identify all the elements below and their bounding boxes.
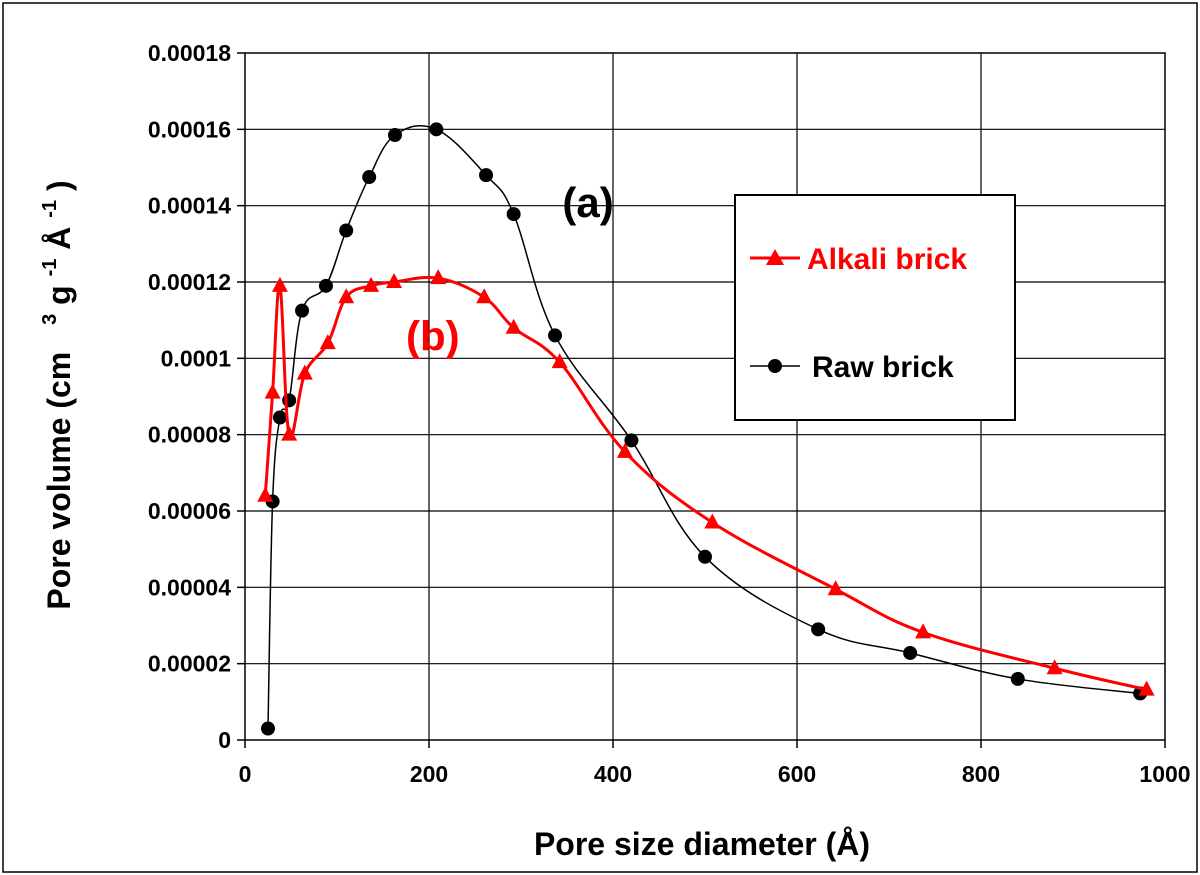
raw-point — [362, 170, 376, 184]
raw-point — [429, 122, 443, 136]
y-axis-title-part1: Pore volume (cm — [41, 352, 77, 610]
y-axis-title-sup3: -1 — [39, 200, 61, 218]
y-tick-label: 0.0001 — [161, 345, 232, 371]
raw-point — [261, 722, 275, 736]
raw-point — [698, 550, 712, 564]
legend-raw-marker — [768, 359, 782, 373]
raw-point — [624, 433, 638, 447]
raw-point — [903, 646, 917, 660]
y-axis-title-sup1: 3 — [39, 314, 61, 325]
raw-point — [339, 223, 353, 237]
raw-point — [507, 207, 521, 221]
x-tick-label: 600 — [778, 761, 816, 787]
legend-box — [735, 195, 1015, 420]
raw-point — [319, 279, 333, 293]
annotation-1: (b) — [406, 313, 460, 360]
x-tick-label: 0 — [239, 761, 252, 787]
y-tick-label: 0 — [218, 727, 231, 753]
y-axis-title-part4: ) — [41, 180, 77, 191]
y-tick-label: 0.00008 — [148, 422, 231, 448]
y-tick-label: 0.00002 — [148, 651, 231, 677]
y-tick-label: 0.00018 — [148, 40, 231, 66]
raw-point — [1011, 672, 1025, 686]
y-tick-label: 0.00004 — [148, 574, 231, 600]
raw-point — [388, 128, 402, 142]
legend-alkali-label: Alkali brick — [807, 243, 967, 276]
raw-point — [282, 393, 296, 407]
x-axis-title: Pore size diameter (Å) — [534, 826, 870, 862]
raw-point — [273, 410, 287, 424]
x-tick-label: 400 — [594, 761, 632, 787]
x-tick-label: 1000 — [1139, 761, 1190, 787]
y-axis-title-part2: g — [41, 285, 77, 305]
y-axis-title-sup2: -1 — [39, 259, 61, 277]
x-tick-label: 800 — [962, 761, 1000, 787]
raw-point — [811, 622, 825, 636]
y-axis-title-part3: Å — [41, 227, 77, 250]
legend-raw-label: Raw brick — [812, 351, 954, 384]
raw-point — [548, 328, 562, 342]
raw-point — [479, 168, 493, 182]
y-tick-label: 0.00016 — [148, 116, 231, 142]
annotation-0: (a) — [562, 179, 613, 226]
legend: Alkali brick Raw brick — [735, 195, 1015, 420]
y-tick-label: 0.00006 — [148, 498, 231, 524]
raw-point — [295, 304, 309, 318]
y-tick-label: 0.00012 — [148, 269, 231, 295]
x-tick-label: 200 — [410, 761, 448, 787]
y-tick-label: 0.00014 — [148, 193, 231, 219]
